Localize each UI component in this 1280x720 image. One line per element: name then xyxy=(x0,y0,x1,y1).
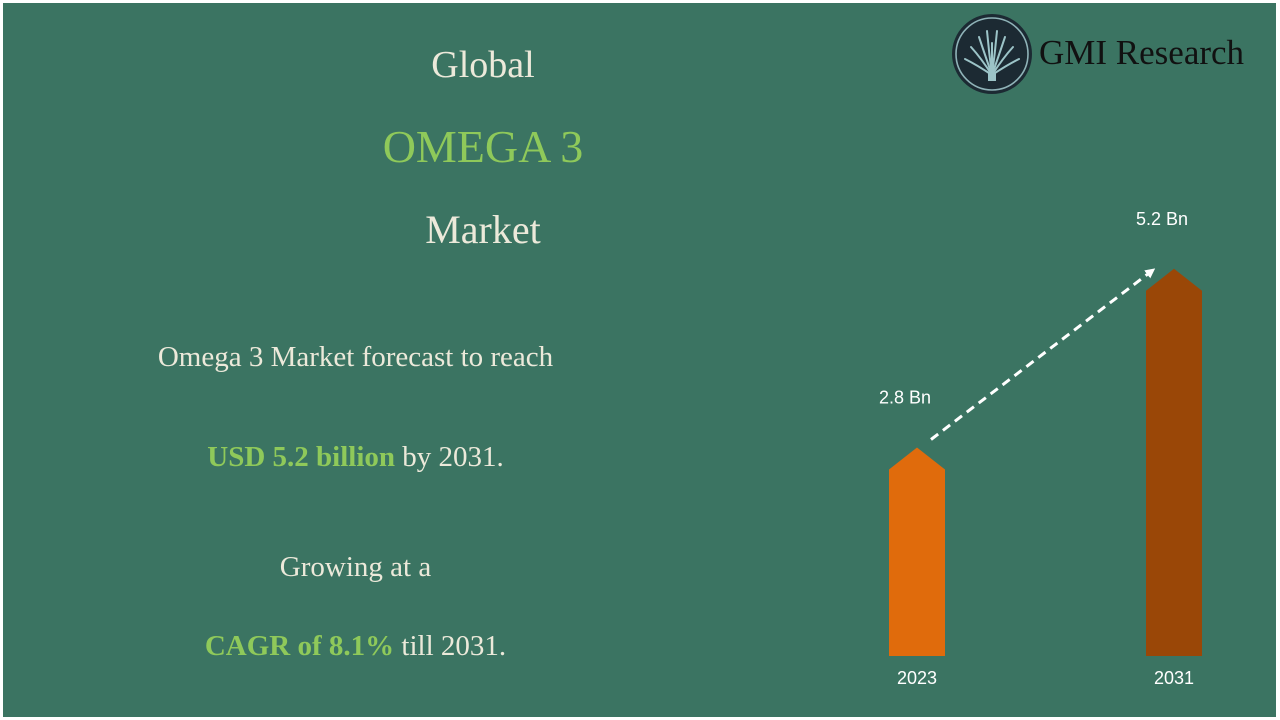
fan-tree-emblem-icon xyxy=(952,14,1032,94)
x-tick-2023: 2023 xyxy=(897,668,937,688)
forecast-year-text: by 2031. xyxy=(395,441,504,473)
company-name: GMI Research xyxy=(1039,33,1245,72)
title-global: Global xyxy=(431,44,535,86)
data-label-2023: 2.8 Bn xyxy=(879,388,931,408)
growth-label: Growing at a xyxy=(279,551,432,583)
growth-text: Growing at a xyxy=(63,551,648,584)
bar-2031 xyxy=(1146,268,1202,656)
bar-2023 xyxy=(889,447,945,656)
company-logo: GMI Research xyxy=(951,13,1261,95)
forecast-value-highlight: USD 5.2 billion xyxy=(207,441,395,473)
market-bar-chart: 2.8 Bn 5.2 Bn 2023 2031 xyxy=(879,209,1202,688)
forecast-text: Omega 3 Market forecast to reach xyxy=(63,341,648,374)
cagr-text: CAGR of 8.1% till 2031. xyxy=(63,630,648,663)
trend-arrow xyxy=(930,268,1156,441)
data-label-2031: 5.2 Bn xyxy=(1136,209,1188,229)
title-product: OMEGA 3 xyxy=(382,121,584,172)
x-tick-2031: 2031 xyxy=(1154,668,1194,688)
cagr-highlight: CAGR of 8.1% xyxy=(204,630,395,662)
forecast-value-text: USD 5.2 billion by 2031. xyxy=(63,441,648,474)
title-market: Market xyxy=(425,207,541,252)
forecast-label: Omega 3 Market forecast to reach xyxy=(157,341,554,373)
cagr-year-text: till 2031. xyxy=(394,630,507,662)
